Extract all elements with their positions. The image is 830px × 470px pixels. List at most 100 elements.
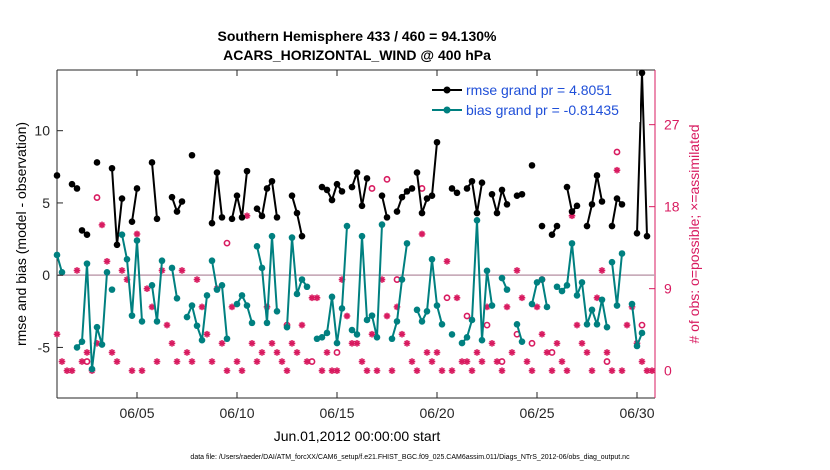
bias-point	[513, 321, 521, 328]
assimilated-marker-stroke	[219, 340, 225, 347]
bias-point	[168, 264, 176, 272]
bias-point	[618, 250, 626, 257]
rmse-point	[233, 192, 241, 200]
assimilated-marker-stroke	[294, 349, 300, 356]
assimilated-obs-marker	[343, 312, 351, 320]
assimilated-marker-stroke	[499, 367, 505, 374]
bias-point	[613, 302, 621, 309]
assimilated-obs-marker	[493, 358, 501, 365]
bias-point	[463, 334, 471, 341]
bias-point	[248, 319, 256, 327]
bias-line-segment	[236, 294, 253, 324]
bias-point	[133, 237, 141, 244]
assimilated-obs-marker	[593, 294, 601, 302]
rmse-point	[448, 185, 456, 192]
rmse-point	[428, 192, 436, 200]
assimilated-marker-stroke	[149, 303, 155, 310]
assimilated-obs-marker	[583, 349, 591, 356]
assimilated-obs-marker	[283, 367, 291, 374]
rmse-point	[128, 218, 136, 226]
bias-point	[633, 342, 641, 350]
rmse-point	[643, 232, 651, 240]
rmse-line-segment	[381, 195, 388, 218]
bias-point	[428, 255, 436, 263]
rmse-point	[433, 138, 441, 146]
rmse-point	[538, 222, 546, 230]
assimilated-obs-marker	[303, 358, 311, 365]
y2-tick-label: 9	[664, 281, 672, 297]
legend-box	[428, 78, 640, 122]
bias-point	[73, 344, 81, 351]
assimilated-marker-stroke	[114, 358, 120, 365]
rmse-point	[408, 185, 416, 192]
bias-point	[88, 365, 96, 373]
rmse-point	[78, 227, 86, 234]
assimilated-marker-stroke	[329, 367, 335, 374]
assimilated-marker-stroke	[224, 367, 230, 374]
possible-obs-marker	[93, 194, 101, 201]
assimilated-marker-stroke	[109, 349, 115, 356]
rmse-point	[268, 177, 276, 185]
bias-point	[353, 331, 361, 338]
bias-point	[568, 240, 576, 247]
bias-point	[238, 292, 246, 299]
assimilated-marker-stroke	[184, 349, 190, 356]
bias-point	[638, 329, 646, 337]
bias-point	[303, 283, 311, 291]
possible-obs-marker	[483, 321, 491, 329]
bias-point	[148, 281, 156, 289]
y-axis-label: rmse and bias (model - observation)	[13, 122, 29, 346]
bias-point	[398, 276, 406, 283]
bias-point	[543, 303, 551, 311]
assimilated-marker-stroke	[174, 358, 180, 365]
bias-point	[373, 334, 381, 341]
rmse-line-segment	[131, 188, 138, 222]
assimilated-marker-stroke	[544, 349, 550, 356]
assimilated-obs-marker	[618, 367, 626, 374]
assimilated-obs-marker	[533, 303, 541, 311]
assimilated-obs-marker	[188, 358, 196, 365]
rmse-point	[413, 169, 421, 176]
bias-point	[343, 222, 351, 230]
assimilated-marker-stroke	[54, 331, 60, 338]
bias-point	[368, 312, 376, 319]
bias-point	[363, 316, 371, 324]
assimilated-marker-stroke	[539, 331, 545, 338]
assimilated-obs-marker	[623, 321, 631, 329]
rmse-point	[583, 222, 591, 230]
assimilated-marker-stroke	[434, 349, 440, 356]
assimilated-obs-marker	[178, 267, 186, 274]
rmse-point	[403, 188, 411, 195]
bias-point	[93, 323, 101, 331]
assimilated-obs-marker	[248, 340, 256, 347]
assimilated-marker-stroke	[639, 358, 645, 365]
assimilated-marker-stroke	[494, 358, 500, 365]
assimilated-marker-stroke	[429, 358, 435, 365]
rmse-point	[73, 185, 81, 192]
bias-point	[563, 281, 571, 289]
assimilated-marker-stroke	[274, 349, 280, 356]
rmse-point	[258, 212, 266, 220]
assimilated-obs-marker	[313, 294, 321, 302]
y2-tick-label: 0	[664, 363, 672, 379]
assimilated-obs-marker	[193, 276, 201, 283]
bias-point	[298, 276, 306, 283]
rmse-point	[218, 214, 226, 221]
assimilated-marker-stroke	[419, 231, 425, 237]
assimilated-obs-marker	[598, 267, 606, 274]
assimilated-obs-marker	[373, 367, 381, 374]
bias-point	[58, 268, 66, 276]
bias-point	[418, 318, 426, 325]
assimilated-marker-stroke	[104, 258, 110, 265]
bias-point	[498, 274, 506, 282]
rmse-point	[608, 222, 616, 230]
bias-point	[258, 264, 266, 272]
assimilated-obs-marker	[293, 349, 301, 356]
bias-point	[328, 293, 336, 301]
assimilated-marker-stroke	[424, 349, 430, 356]
bias-point	[413, 306, 421, 314]
assimilated-marker-stroke	[504, 303, 510, 310]
rmse-point	[568, 208, 576, 215]
rmse-point	[168, 193, 176, 201]
